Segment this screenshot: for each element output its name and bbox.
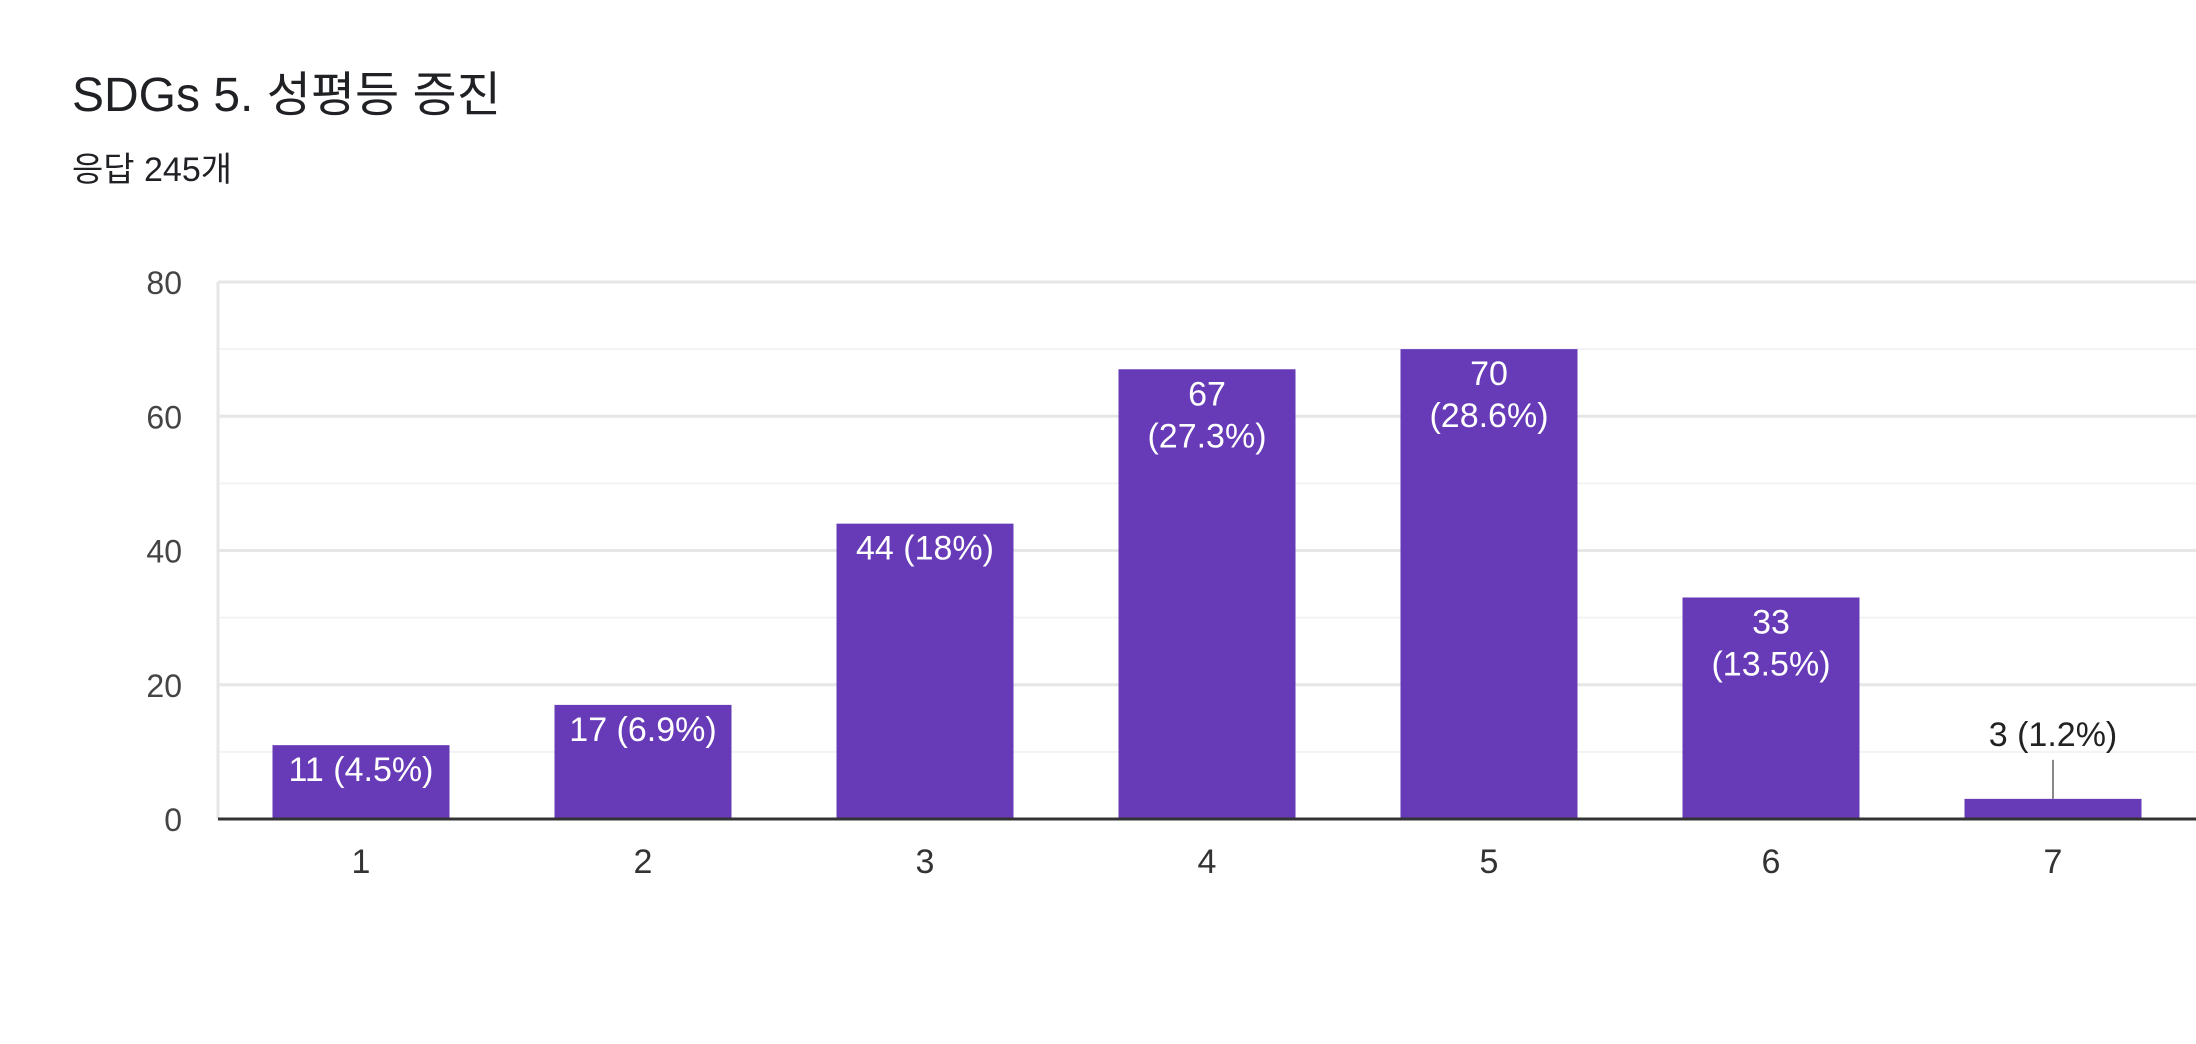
data-label: (28.6%)	[1429, 397, 1548, 435]
data-label: 67	[1188, 375, 1226, 413]
x-tick-label: 1	[352, 843, 371, 881]
y-tick-label: 80	[146, 265, 182, 301]
bar	[1682, 597, 1860, 819]
data-label: 70	[1470, 355, 1508, 393]
x-tick-label: 6	[1762, 843, 1781, 881]
x-tick-label: 7	[2044, 843, 2063, 881]
y-tick-label: 60	[146, 399, 182, 435]
data-label: 44 (18%)	[856, 530, 994, 568]
bar	[1964, 798, 2142, 819]
x-tick-label: 2	[634, 843, 653, 881]
x-tick-label: 3	[916, 843, 935, 881]
bar	[1400, 349, 1578, 819]
data-label: 3 (1.2%)	[1989, 716, 2118, 754]
bar	[554, 704, 732, 819]
bar	[272, 745, 450, 819]
bar	[1118, 369, 1296, 819]
bar	[836, 523, 1014, 819]
data-label: 33	[1752, 603, 1790, 641]
chart-title: SDGs 5. 성평등 증진	[72, 69, 501, 122]
data-label: (27.3%)	[1147, 417, 1266, 455]
y-tick-label: 40	[146, 534, 182, 570]
x-tick-label: 4	[1198, 843, 1217, 881]
data-label: 11 (4.5%)	[289, 751, 434, 789]
y-tick-label: 0	[164, 802, 182, 838]
data-label: 17 (6.9%)	[569, 711, 716, 749]
x-tick-label: 5	[1480, 843, 1499, 881]
y-tick-label: 20	[146, 668, 182, 704]
data-label: (13.5%)	[1711, 645, 1830, 683]
response-count: 응답 245개	[72, 151, 233, 189]
